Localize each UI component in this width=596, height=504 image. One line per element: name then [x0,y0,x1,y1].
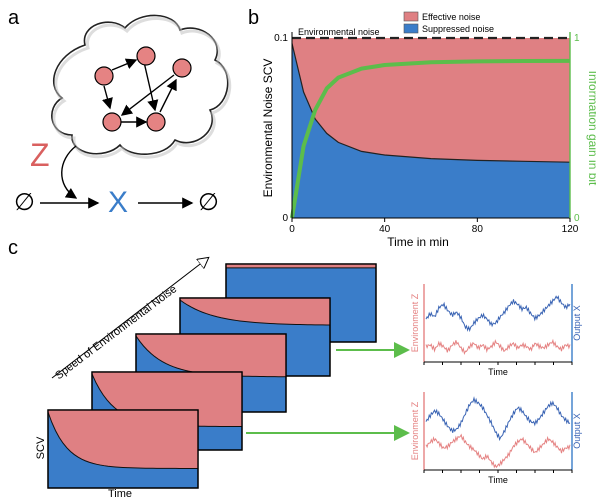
symbol-x: X [108,186,128,219]
stack-effective-area [180,298,330,325]
panel-label-a: a [8,7,20,29]
trace-x-label: Time [488,367,508,377]
stack-y-label: SCV [35,436,47,459]
y-tick-label: 0 [282,213,288,224]
y2-axis-label: Information gain in bit [586,71,596,186]
x-tick-label: 120 [562,224,579,235]
trace-plot-1: Environment Z Output X Time [410,284,582,377]
output-x-trace [425,295,571,333]
x-axis-label: Time in min [387,235,449,249]
stack-suppressed-line [47,411,199,469]
legend-entry-suppressed: Suppressed noise [422,24,494,34]
panel-label-b: b [248,7,259,29]
network-edge [143,61,159,112]
network-edge [120,74,175,116]
trace-right-label: Output X [572,305,582,341]
network-edge [102,85,113,110]
suppressed-noise-line [291,43,571,163]
stack-chart-1 [47,409,199,489]
information-gain-line [290,58,571,219]
network-node [172,58,192,78]
legend-entry-effective: Effective noise [422,12,480,22]
stack-effective-area [226,264,376,268]
trace-x-label: Time [488,475,508,485]
network-node [102,112,122,132]
panel-c: Speed of Environmental Noise SCV Time En… [35,258,582,500]
environment-z-trace [425,433,571,469]
stacked-charts [47,263,377,489]
cloud-shape [51,14,229,155]
null-source: ∅ [14,189,35,216]
suppressed-noise-area [292,43,570,219]
x-tick-label: 80 [472,224,484,235]
environment-z-trace [425,338,571,356]
legend-swatch-effective [403,11,419,22]
null-sink: ∅ [198,189,219,216]
x-tick-label: 0 [289,224,295,235]
symbol-z: Z [30,137,50,173]
z-influence-arrow [61,145,78,199]
speed-arrow [51,258,208,379]
stack-effective-area [48,410,198,469]
y2-tick-label: 0 [574,213,580,224]
cloud-shadow [52,17,232,159]
stack-chart-border [47,409,199,489]
stack-suppressed-line [179,299,331,326]
trace-left-label: Environment Z [410,293,420,352]
environmental-noise-annotation: Environmental noise [298,27,380,37]
legend-swatch-suppressed [403,23,419,34]
trace-left-label: Environment Z [410,401,420,460]
network-edge [111,58,138,71]
y-axis-label: Environmental Noise SCV [261,59,275,198]
trace-plot-2: Environment Z Output X Time [410,392,582,485]
stack-effective-area [136,334,286,377]
output-x-trace [425,396,571,442]
network-edge [159,78,177,113]
y2-tick-label: 1 [574,33,580,44]
panel-label-c: c [8,237,18,259]
network-node [136,46,156,66]
stack-x-label: Time [108,488,132,500]
trace-right-label: Output X [572,413,582,449]
y-tick-label: 0.1 [274,33,288,44]
network-node [146,112,166,132]
network-node [94,66,114,86]
trace-plots: Environment Z Output X Time Environment Z Ou… [410,284,582,485]
x-tick-label: 40 [379,224,391,235]
panel-a-network-diagram: Z ∅ X ∅ [14,14,232,219]
